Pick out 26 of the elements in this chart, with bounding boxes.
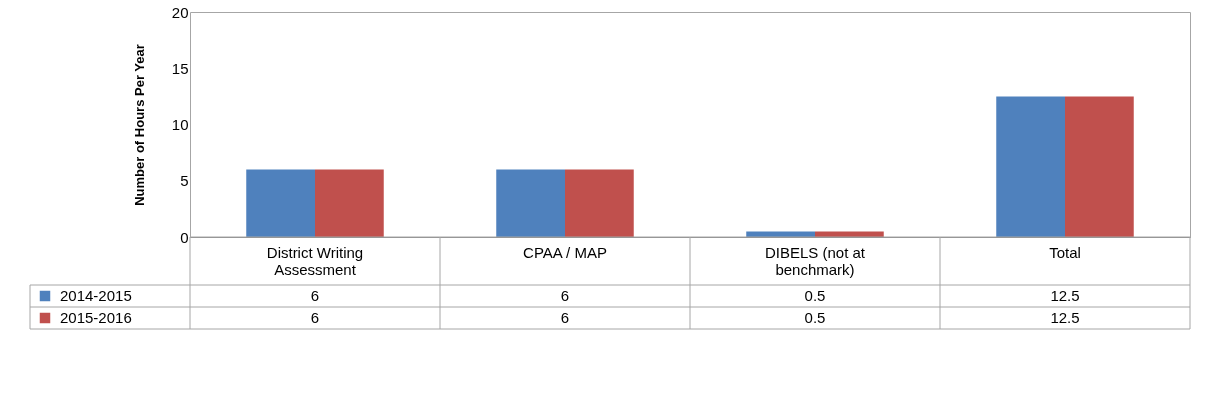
data-label: 0.5: [804, 287, 826, 304]
legend-label: 2014-2015: [60, 287, 132, 304]
data-label: 6: [310, 287, 320, 304]
data-label: 6: [560, 287, 570, 304]
y-tick-label: 20: [171, 3, 189, 21]
bar: [246, 169, 315, 237]
x-tick-label: DIBELS (not at benchmark): [764, 244, 866, 278]
data-label: 12.5: [1050, 287, 1080, 304]
y-axis-title: Number of Hours Per Year: [131, 44, 147, 206]
data-label: 6: [560, 309, 570, 326]
y-tick-label: 15: [171, 59, 189, 77]
x-tick-label: Total: [1049, 244, 1081, 261]
bar: [315, 169, 384, 237]
legend-label: 2015-2016: [60, 309, 132, 326]
x-tick-label: CPAA / MAP: [523, 244, 607, 261]
data-label: 6: [310, 309, 320, 326]
y-tick-label: 0: [180, 228, 189, 246]
x-tick-label: District Writing Assessment: [266, 244, 364, 278]
bar: [996, 96, 1065, 237]
y-tick-label: 10: [171, 116, 189, 133]
y-tick-label: 5: [180, 172, 189, 190]
bar: [1065, 96, 1134, 237]
bar: [496, 169, 565, 237]
data-label: 0.5: [804, 309, 826, 326]
data-label: 12.5: [1050, 309, 1080, 326]
bar: [565, 169, 634, 237]
